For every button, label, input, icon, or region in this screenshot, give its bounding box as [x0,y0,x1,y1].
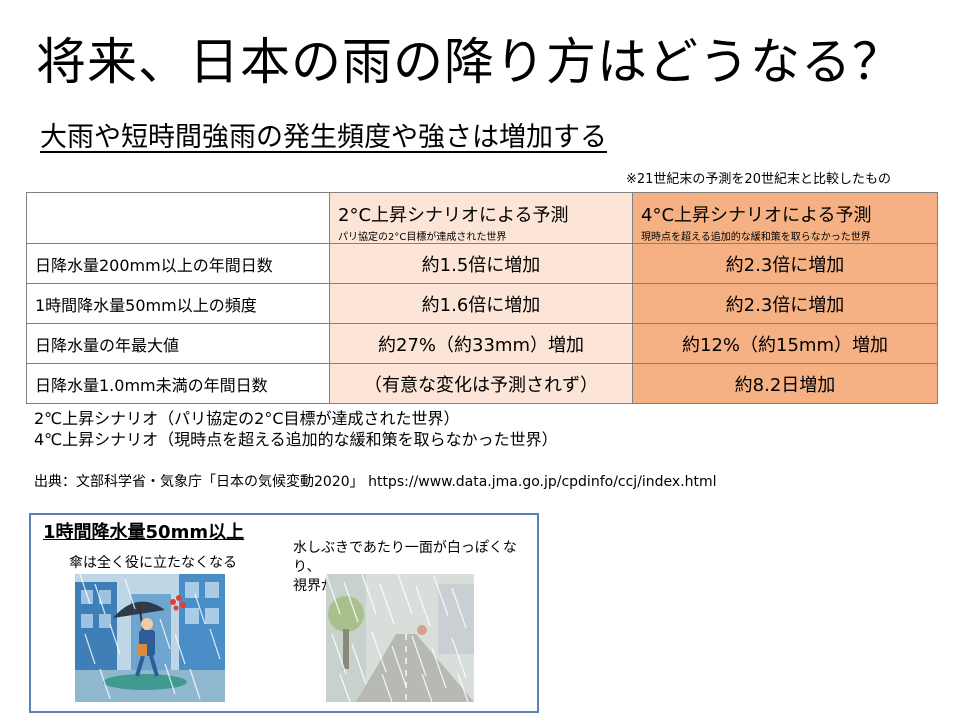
umbrella-in-rain-illustration [75,574,225,702]
header-2c-scenario: 2°C上昇シナリオによる予測 パリ協定の2°C目標が達成された世界 [329,192,633,244]
row-label: 日降水量の年最大値 [26,323,330,364]
whiteout-rain-illustration [326,574,474,702]
row-label: 1時間降水量50mm以上の頻度 [26,283,330,324]
value-2c: 約1.6倍に増加 [329,283,633,324]
table-corner-cell [26,192,330,244]
row-label: 日降水量1.0mm未満の年間日数 [26,363,330,404]
header-2c-title: 2°C上昇シナリオによる予測 [338,205,569,226]
table-row: 1時間降水量50mm以上の頻度 約1.6倍に増加 約2.3倍に増加 [26,283,938,324]
header-4c-scenario: 4°C上昇シナリオによる予測 現時点を超える追加的な緩和策を取らなかった世界 [632,192,938,244]
table-row: 日降水量1.0mm未満の年間日数 （有意な変化は予測されず） 約8.2日増加 [26,363,938,404]
table-row: 日降水量200mm以上の年間日数 約1.5倍に増加 約2.3倍に増加 [26,243,938,284]
scenario-legend: 2℃上昇シナリオ（パリ協定の2°C目標が達成された世界） 4℃上昇シナリオ（現時… [34,408,558,450]
heavy-rain-panel: 1時間降水量50mm以上 傘は全く役に立たなくなる 水しぶきであたり一面が白っぽ… [29,513,539,713]
umbrella-caption: 傘は全く役に立たなくなる [69,555,237,571]
value-4c: 約8.2日増加 [632,363,938,404]
value-2c: 約27%（約33mm）増加 [329,323,633,364]
table-header-row: 2°C上昇シナリオによる予測 パリ協定の2°C目標が達成された世界 4°C上昇シ… [26,192,938,244]
value-2c: 約1.5倍に増加 [329,243,633,284]
visibility-caption-line1: 水しぶきであたり一面が白っぽくなり、 [293,540,517,575]
value-4c: 約12%（約15mm）増加 [632,323,938,364]
header-4c-subtitle: 現時点を超える追加的な緩和策を取らなかった世界 [641,232,871,243]
header-2c-subtitle: パリ協定の2°C目標が達成された世界 [338,232,507,243]
value-4c: 約2.3倍に増加 [632,283,938,324]
row-label: 日降水量200mm以上の年間日数 [26,243,330,284]
panel-title: 1時間降水量50mm以上 [43,522,245,543]
table-row: 日降水量の年最大値 約27%（約33mm）増加 約12%（約15mm）増加 [26,323,938,364]
projection-table: 2°C上昇シナリオによる予測 パリ協定の2°C目標が達成された世界 4°C上昇シ… [26,192,938,404]
legend-4c: 4℃上昇シナリオ（現時点を超える追加的な緩和策を取らなかった世界） [34,430,558,449]
value-4c: 約2.3倍に増加 [632,243,938,284]
header-4c-title: 4°C上昇シナリオによる予測 [641,205,872,226]
legend-2c: 2℃上昇シナリオ（パリ協定の2°C目標が達成された世界） [34,409,460,428]
value-2c: （有意な変化は予測されず） [329,363,633,404]
source-citation: 出典：文部科学省・気象庁「日本の気候変動2020」 https://www.da… [34,474,717,490]
comparison-note: ※21世紀末の予測を20世紀末と比較したもの [626,172,891,187]
page-subtitle: 大雨や短時間強雨の発生頻度や強さは増加する [40,122,607,153]
page-title: 将来、日本の雨の降り方はどうなる？ [36,33,903,91]
